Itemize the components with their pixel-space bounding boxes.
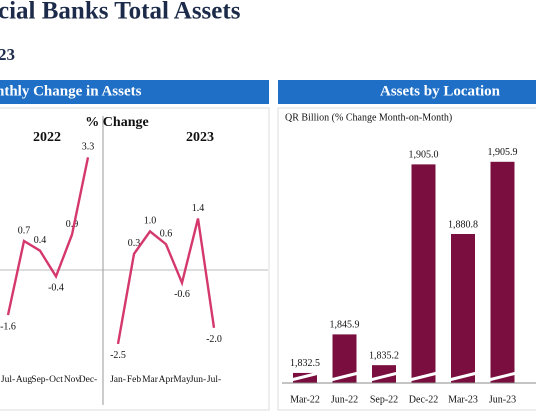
data-label: 1,832.5 — [290, 358, 320, 369]
panel-title: nthly Change in Assets — [0, 83, 142, 99]
data-label: -0.6 — [174, 289, 190, 300]
data-label: 1,905.9 — [488, 147, 518, 158]
y-axis-label: % Change — [85, 115, 148, 130]
x-tick-label: Feb — [127, 375, 142, 385]
axis-break — [290, 371, 320, 382]
x-tick-label: Mar-22 — [290, 394, 320, 405]
x-tick-label: Jul- — [1, 375, 15, 385]
data-label: 1,905.0 — [409, 150, 439, 161]
axis-break — [330, 371, 359, 382]
x-tick-label: Aug — [16, 375, 33, 385]
data-label: -2.5 — [110, 350, 126, 361]
panel-header — [278, 80, 536, 104]
line-series — [6, 157, 90, 316]
x-tick-label: Sep- — [31, 375, 48, 385]
group-label: 2023 — [186, 130, 214, 145]
x-tick-label: Jun-22 — [331, 394, 358, 405]
axis-break — [488, 371, 517, 382]
data-label: 0.7 — [18, 225, 31, 236]
data-label: 0.9 — [66, 219, 79, 230]
data-label: 0.6 — [160, 229, 173, 240]
line-series — [116, 218, 216, 345]
data-label: 1.4 — [192, 203, 205, 214]
x-tick-label: Sep-22 — [370, 394, 398, 405]
x-tick-label: Nov — [64, 375, 81, 385]
x-tick-label: Jun-23 — [489, 394, 516, 405]
page-title: cial Banks Total Assets — [0, 0, 241, 25]
bar — [490, 161, 515, 383]
x-tick-label: Jun- — [190, 375, 206, 385]
x-tick-label: Mar — [142, 375, 159, 385]
x-tick-label: Dec-22 — [409, 394, 438, 405]
data-label: 1,880.8 — [448, 219, 478, 230]
group-label: 2022 — [33, 130, 61, 145]
chart-subtitle: QR Billion (% Change Month-on-Month) — [285, 112, 452, 123]
bar — [451, 233, 475, 383]
x-tick-label: Dec- — [79, 375, 97, 385]
x-tick-label: Mar-23 — [448, 394, 478, 405]
data-label: -1.6 — [0, 321, 16, 332]
axis-break — [369, 371, 399, 382]
bar — [411, 164, 436, 383]
panel-title: Assets by Location — [380, 83, 501, 99]
x-tick-label: Oct — [49, 375, 63, 385]
data-label: 3.3 — [82, 142, 95, 153]
x-tick-label: Jul- — [207, 375, 221, 385]
data-label: 1.0 — [144, 216, 157, 227]
panel-frame — [277, 107, 536, 411]
data-label: -0.4 — [48, 283, 64, 294]
axis-break — [409, 371, 438, 382]
x-tick-label: Jan- — [110, 375, 126, 385]
data-label: 0.4 — [34, 235, 47, 246]
axis-break — [448, 371, 478, 382]
x-tick-label: May — [173, 375, 191, 385]
page-subtitle: 23 — [0, 45, 15, 64]
x-tick-label: Apr — [159, 375, 175, 385]
data-label: 1,845.9 — [330, 320, 360, 331]
panel-header — [0, 80, 269, 104]
data-label: 0.3 — [128, 238, 141, 249]
panel-frame — [0, 107, 270, 411]
data-label: 1,835.2 — [369, 350, 399, 361]
data-label: -2.0 — [206, 334, 222, 345]
